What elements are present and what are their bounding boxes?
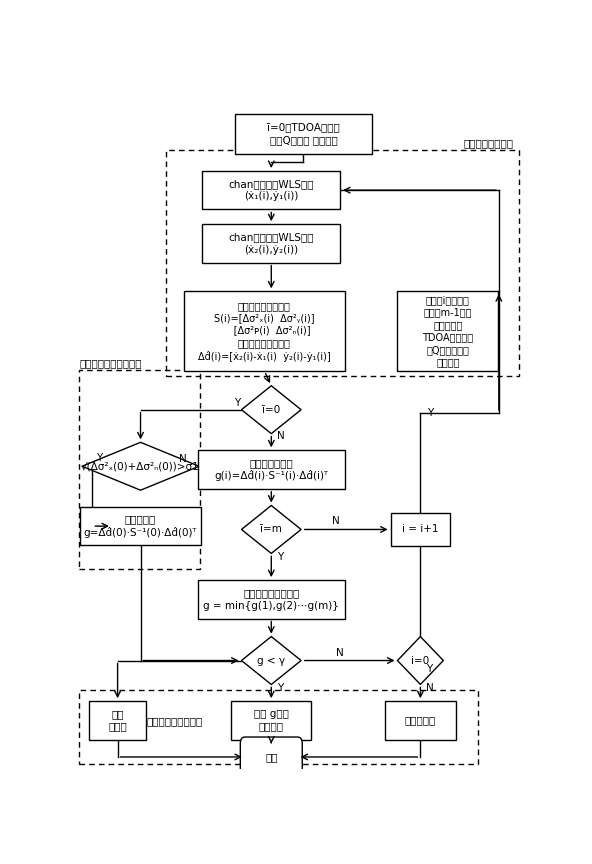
Text: Y: Y (427, 408, 433, 418)
Text: g < γ: g < γ (257, 656, 285, 665)
Text: N: N (426, 683, 434, 693)
Bar (202, 171, 340, 209)
Bar (79, 690, 478, 764)
Text: 位置定位解输出模块: 位置定位解输出模块 (147, 716, 203, 726)
Polygon shape (397, 637, 443, 684)
Text: 干扰站点检测模块: 干扰站点检测模块 (463, 138, 513, 149)
Polygon shape (242, 385, 301, 434)
Bar (198, 450, 345, 489)
Bar (397, 291, 498, 372)
Text: N: N (179, 454, 186, 464)
FancyBboxPatch shape (240, 737, 303, 777)
Text: 目标粗略位置检测模块: 目标粗略位置检测模块 (80, 358, 143, 368)
Bar (231, 701, 311, 740)
Text: N: N (332, 516, 339, 526)
Bar (391, 513, 451, 546)
Bar (198, 580, 345, 619)
Text: 去掉第i个站点保
留另外m-1个站
点情况下：
TDOA、测量噪
声Q、站点位置
计算更新: 去掉第i个站点保 留另外m-1个站 点情况下： TDOA、测量噪 声Q、站点位置… (422, 295, 474, 367)
Text: N: N (277, 431, 285, 442)
Polygon shape (82, 442, 199, 490)
Text: ī=0: ī=0 (262, 404, 281, 415)
Text: Y: Y (96, 453, 102, 463)
Text: Y: Y (234, 397, 240, 408)
Text: 记录统计残差値
g(i)=Δd̂(i)·S⁻¹(i)·Δd̂(i)ᵀ: 记录统计残差値 g(i)=Δd̂(i)·S⁻¹(i)·Δd̂(i)ᵀ (214, 458, 328, 481)
Text: chan法第一次WLS估计
(ẋ₁(i),ẏ₁(i)): chan法第一次WLS估计 (ẋ₁(i),ẏ₁(i)) (229, 179, 314, 201)
Text: Y: Y (277, 683, 283, 693)
Bar (89, 701, 146, 740)
Text: 统计残差値
g=Δd̂(0)·S⁻¹(0)·Δd̂(0)ᵀ: 统计残差値 g=Δd̂(0)·S⁻¹(0)·Δd̂(0)ᵀ (84, 514, 197, 538)
Text: Y: Y (277, 552, 283, 562)
Bar (80, 507, 201, 545)
Text: 舍去定位解: 舍去定位解 (405, 715, 436, 726)
Bar (385, 701, 456, 740)
Text: √(Δσ²ₓ(0)+Δσ²ₙ(0))>σ1: √(Δσ²ₓ(0)+Δσ²ₙ(0))>σ1 (81, 461, 200, 471)
Text: Y: Y (426, 664, 433, 674)
Text: ī=0时TDOA、测量
噪声Q、站点 位置输入: ī=0时TDOA、测量 噪声Q、站点 位置输入 (267, 123, 340, 145)
Bar (234, 114, 372, 154)
Text: 舍去
定位解: 舍去 定位解 (108, 709, 127, 732)
Text: 寻找最小统计残差値
g = min{g(1),g(2)⋯g(m)}: 寻找最小统计残差値 g = min{g(1),g(2)⋯g(m)} (203, 588, 339, 611)
Text: 两次估计残差协方差
S(i)=[Δσ²ₓ(i)  Δσ²ᵧ(i)]
     [Δσ²ᴘ(i)  Δσ²ₙ(i)]
两次估计残差样本値
Δd̂(i)=[ẋ₂(i: 两次估计残差协方差 S(i)=[Δσ²ₓ(i) Δσ²ᵧ(i)] [Δσ²ᴘ(i… (198, 301, 331, 362)
Text: i = i+1: i = i+1 (402, 524, 439, 535)
Bar (79, 370, 200, 569)
Bar (202, 224, 340, 263)
Text: 结束: 结束 (265, 752, 278, 762)
Text: 输出 g对应
的位置解: 输出 g对应 的位置解 (254, 709, 289, 732)
Text: chan法第二次WLS估计
(ẋ₂(i),ẏ₂(i)): chan法第二次WLS估计 (ẋ₂(i),ẏ₂(i)) (229, 232, 314, 255)
Bar (184, 291, 345, 372)
Text: i=0: i=0 (411, 656, 430, 665)
Polygon shape (242, 637, 301, 684)
Text: N: N (336, 648, 344, 658)
Polygon shape (242, 505, 301, 554)
Bar (166, 150, 519, 377)
Text: ī=m: ī=m (260, 524, 282, 535)
